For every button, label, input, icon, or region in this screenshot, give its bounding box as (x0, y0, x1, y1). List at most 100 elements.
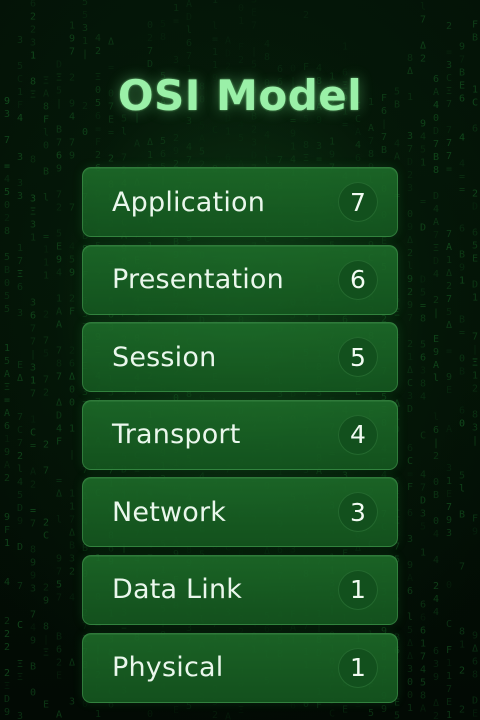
code-rain-glyph: Ξ (17, 672, 23, 683)
code-rain-glyph: D (433, 191, 439, 202)
code-rain-glyph: 4 (17, 477, 23, 488)
code-rain-glyph: l (212, 21, 218, 32)
code-rain-glyph: 6 (433, 646, 439, 657)
code-rain-glyph: 1 (329, 137, 335, 148)
code-rain-glyph: 0 (30, 688, 36, 699)
code-rain-glyph: F (446, 645, 452, 656)
code-rain-glyph: 8 (160, 32, 166, 43)
code-rain-glyph: 9 (407, 560, 413, 571)
code-rain-glyph: D (472, 202, 478, 213)
code-rain-glyph: 3 (407, 534, 413, 545)
code-rain-glyph: l (407, 261, 413, 272)
code-rain-glyph: = (420, 196, 426, 207)
code-rain-glyph: l (186, 25, 192, 36)
code-rain-glyph: 2 (69, 566, 75, 577)
code-rain-glyph: 2 (56, 657, 62, 668)
code-rain-glyph: 8 (4, 226, 10, 237)
code-rain-glyph: 4 (69, 241, 75, 252)
code-rain-glyph: 7 (56, 345, 62, 356)
code-rain-glyph: 9 (459, 262, 465, 273)
code-rain-glyph: 0 (407, 209, 413, 220)
code-rain-glyph: Δ (446, 320, 452, 331)
code-rain-glyph: 2 (95, 46, 101, 57)
code-rain-glyph: = (407, 469, 413, 480)
code-rain-glyph: 4 (433, 269, 439, 280)
code-rain-glyph: l (43, 193, 49, 204)
code-rain-glyph: 9 (472, 527, 478, 538)
code-rain-glyph: A (446, 242, 452, 253)
code-rain-glyph: l (420, 1, 426, 12)
code-rain-glyph: 5 (420, 521, 426, 532)
code-rain-glyph: 4 (420, 391, 426, 402)
code-rain-glyph: l (264, 156, 270, 167)
layer-name: Network (112, 496, 227, 528)
code-rain-glyph: 2 (56, 202, 62, 213)
code-rain-glyph: 3 (30, 584, 36, 595)
code-rain-glyph: B (433, 152, 439, 163)
code-rain-glyph: E (472, 709, 478, 720)
code-rain-glyph: 3 (82, 23, 88, 34)
code-rain-glyph: 9 (446, 515, 452, 526)
code-rain-glyph: 6 (17, 282, 23, 293)
code-rain-glyph: 2 (43, 440, 49, 451)
code-rain-glyph: Δ (147, 137, 153, 148)
code-rain-glyph: 4 (394, 139, 400, 150)
layer-name: Data Link (112, 574, 243, 606)
code-rain-glyph: 2 (147, 33, 153, 44)
code-rain-glyph: E (56, 241, 62, 252)
code-rain-glyph: 5 (420, 144, 426, 155)
code-rain-glyph: 2 (212, 710, 218, 720)
code-rain-glyph: F (238, 42, 244, 53)
code-rain-glyph: | (251, 47, 257, 58)
code-rain-glyph: 7 (446, 502, 452, 513)
code-rain-glyph: 2 (407, 170, 413, 181)
code-rain-glyph: Δ (433, 698, 439, 709)
code-rain-glyph: 7 (30, 610, 36, 621)
code-rain-glyph: 8 (30, 545, 36, 556)
code-rain-glyph: Δ (420, 40, 426, 51)
layer-card-data-link: Data Link 1 (82, 554, 398, 625)
code-rain-glyph: 5 (472, 241, 478, 252)
code-rain-glyph: 9 (69, 267, 75, 278)
code-rain-glyph: 2 (407, 287, 413, 298)
code-rain-glyph: 9 (433, 347, 439, 358)
code-rain-glyph: 7 (186, 155, 192, 166)
code-rain-glyph: 0 (238, 3, 244, 14)
code-rain-glyph: 1 (446, 658, 452, 669)
code-rain-glyph: 7 (56, 137, 62, 148)
layer-number-badge: 7 (338, 182, 378, 222)
code-rain-glyph: A (394, 152, 400, 163)
code-rain-glyph: 8 (303, 140, 309, 151)
code-rain-glyph: 2 (4, 629, 10, 640)
code-rain-glyph: l (407, 612, 413, 623)
code-rain-glyph: 3 (17, 35, 23, 46)
code-rain-glyph: C (30, 428, 36, 439)
code-rain-glyph: 5 (420, 677, 426, 688)
code-rain-glyph: 7 (368, 136, 374, 147)
code-rain-glyph: l (121, 127, 127, 138)
code-rain-glyph: 3 (420, 508, 426, 519)
code-rain-glyph: 7 (381, 132, 387, 143)
code-rain-glyph: 9 (4, 447, 10, 458)
code-rain-glyph: 2 (433, 451, 439, 462)
layer-number-badge: 3 (338, 492, 378, 533)
code-rain-glyph: B (56, 631, 62, 642)
code-rain-glyph: = (4, 395, 10, 406)
code-rain-glyph: D (472, 280, 478, 291)
code-rain-glyph: 7 (43, 375, 49, 386)
code-rain-glyph: 7 (433, 230, 439, 241)
code-rain-glyph: 0 (459, 353, 465, 364)
code-rain-glyph: 8 (459, 626, 465, 637)
code-rain-glyph: Δ (472, 644, 478, 655)
code-rain-glyph: 5 (69, 254, 75, 265)
code-rain-glyph: 1 (446, 255, 452, 266)
code-rain-glyph: | (472, 345, 478, 356)
code-rain-glyph: B (459, 249, 465, 260)
code-rain-glyph: 3 (30, 220, 36, 231)
code-rain-glyph: 7 (69, 46, 75, 57)
code-rain-glyph: 6 (30, 0, 36, 10)
code-rain-glyph: D (407, 404, 413, 415)
code-rain-glyph: Δ (407, 365, 413, 376)
code-rain-glyph: 6 (420, 352, 426, 363)
